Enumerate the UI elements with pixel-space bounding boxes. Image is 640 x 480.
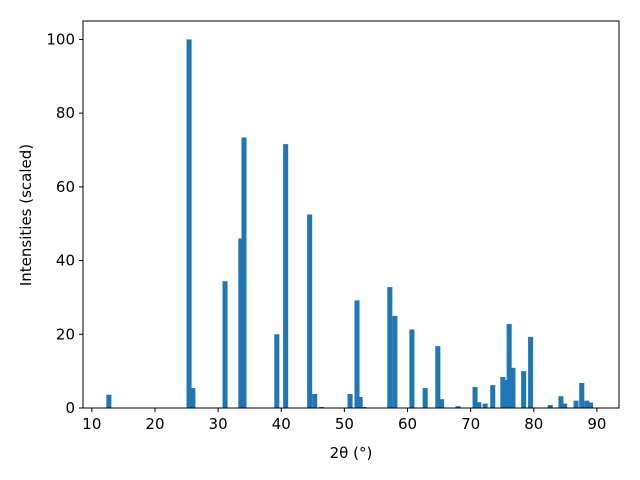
y-tick-label: 100 — [46, 30, 75, 48]
bar — [472, 386, 478, 408]
x-tick-label: 40 — [272, 415, 291, 433]
y-tick-label: 20 — [56, 325, 75, 343]
bar — [435, 346, 441, 408]
bar — [186, 39, 192, 409]
y-tick-label: 60 — [56, 178, 75, 196]
y-tick-label: 0 — [65, 399, 75, 417]
x-tick-label: 60 — [398, 415, 417, 433]
bar — [387, 287, 393, 408]
bar — [274, 334, 280, 408]
y-tick-label: 80 — [56, 104, 75, 122]
bar — [392, 315, 398, 408]
bar — [106, 394, 112, 408]
bar — [241, 137, 247, 408]
x-axis-label: 2θ (°) — [330, 444, 373, 462]
bar — [573, 400, 579, 408]
bar — [482, 403, 488, 408]
bar — [521, 371, 527, 408]
bar — [588, 402, 594, 408]
bar — [409, 329, 415, 408]
y-axis-label: Intensities (scaled) — [17, 144, 35, 286]
bar — [506, 323, 512, 408]
bar — [190, 388, 196, 408]
x-tick-label: 90 — [587, 415, 606, 433]
x-tick-label: 50 — [335, 415, 354, 433]
bar — [357, 396, 363, 408]
bar — [558, 396, 564, 408]
bar — [422, 388, 428, 408]
bar — [500, 377, 506, 408]
bar — [455, 406, 461, 408]
bar — [222, 281, 228, 408]
x-tick-label: 30 — [209, 415, 228, 433]
bar — [503, 379, 509, 408]
bar — [354, 300, 360, 408]
plot-frame — [82, 20, 620, 409]
bar — [547, 405, 553, 408]
bar — [439, 399, 445, 408]
bar — [283, 144, 289, 409]
x-tick-label: 10 — [82, 415, 101, 433]
bar — [510, 367, 516, 408]
bar — [476, 402, 482, 408]
bar — [584, 400, 590, 408]
bar — [579, 382, 585, 408]
bar — [238, 238, 244, 408]
bar — [361, 406, 367, 408]
bar — [319, 406, 325, 408]
bar — [307, 214, 313, 408]
y-tick-label: 40 — [56, 252, 75, 270]
bar — [528, 336, 534, 408]
x-tick-label: 20 — [145, 415, 164, 433]
bar — [312, 393, 318, 408]
bar — [347, 393, 353, 408]
bar — [562, 403, 568, 408]
bar — [490, 385, 496, 408]
x-tick-label: 80 — [524, 415, 543, 433]
x-tick-label: 70 — [461, 415, 480, 433]
